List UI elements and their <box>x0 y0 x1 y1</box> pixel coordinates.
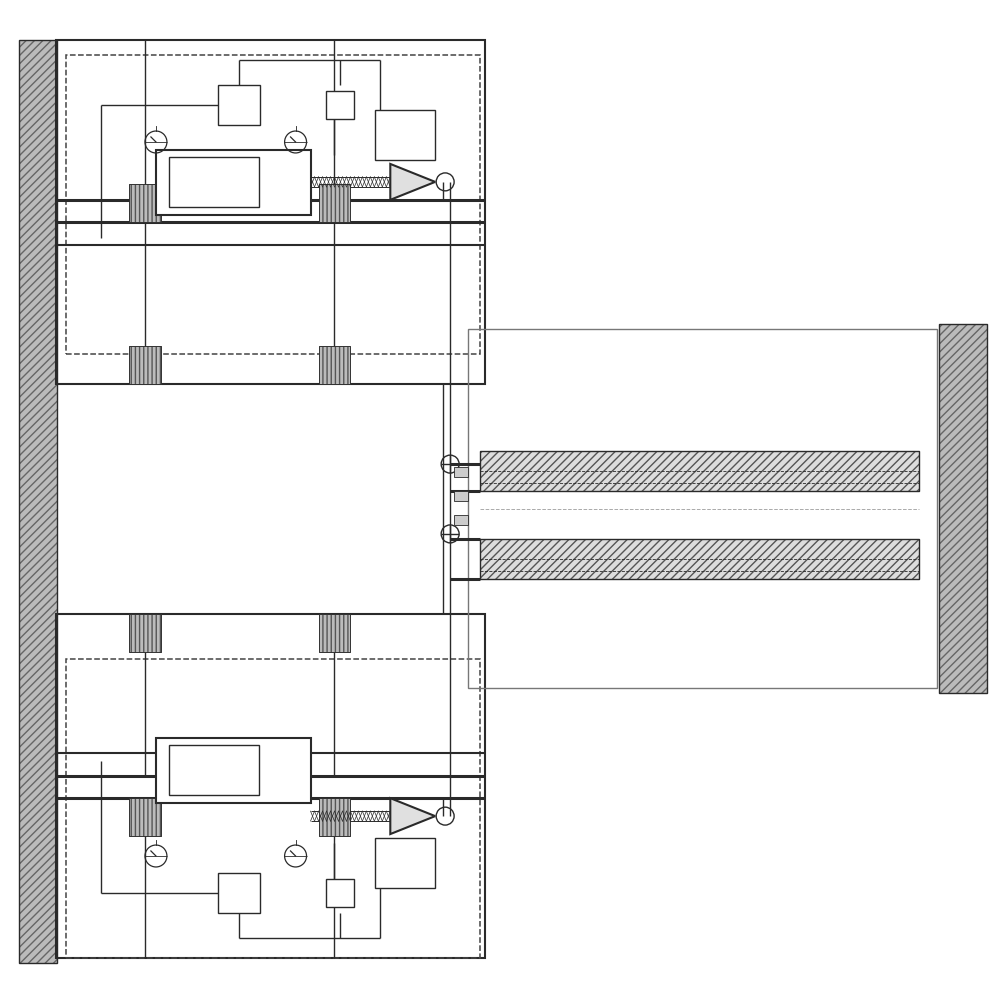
Bar <box>129 798 161 836</box>
Bar <box>375 838 435 888</box>
Bar <box>169 745 259 795</box>
Bar <box>319 613 350 651</box>
Bar <box>326 91 354 119</box>
Bar <box>480 538 919 578</box>
Bar <box>156 150 311 215</box>
Bar <box>129 347 161 385</box>
Polygon shape <box>390 164 435 200</box>
Bar <box>480 452 919 492</box>
Bar <box>19 40 57 963</box>
Polygon shape <box>390 798 435 834</box>
Bar <box>319 613 350 651</box>
Bar <box>19 40 57 963</box>
Bar <box>326 879 354 907</box>
Bar <box>319 184 350 222</box>
Bar <box>66 658 480 958</box>
Bar <box>129 798 161 836</box>
Bar <box>454 514 468 524</box>
Bar <box>375 110 435 160</box>
Bar <box>129 613 161 651</box>
Bar <box>319 184 350 222</box>
Bar <box>129 184 161 222</box>
Bar <box>56 40 485 385</box>
Bar <box>129 347 161 385</box>
Bar <box>319 347 350 385</box>
Bar <box>218 873 260 913</box>
Bar <box>468 330 937 688</box>
Bar <box>66 55 480 355</box>
Bar <box>939 325 987 693</box>
Bar <box>454 468 468 478</box>
Bar <box>319 347 350 385</box>
Bar <box>480 538 919 578</box>
Bar <box>454 492 468 500</box>
Bar <box>129 613 161 651</box>
Bar <box>939 325 987 693</box>
Bar <box>319 798 350 836</box>
Bar <box>169 157 259 207</box>
Bar <box>218 85 260 125</box>
Bar <box>480 452 919 492</box>
Bar <box>156 738 311 803</box>
Bar <box>56 613 485 958</box>
Bar <box>319 798 350 836</box>
Bar <box>129 184 161 222</box>
